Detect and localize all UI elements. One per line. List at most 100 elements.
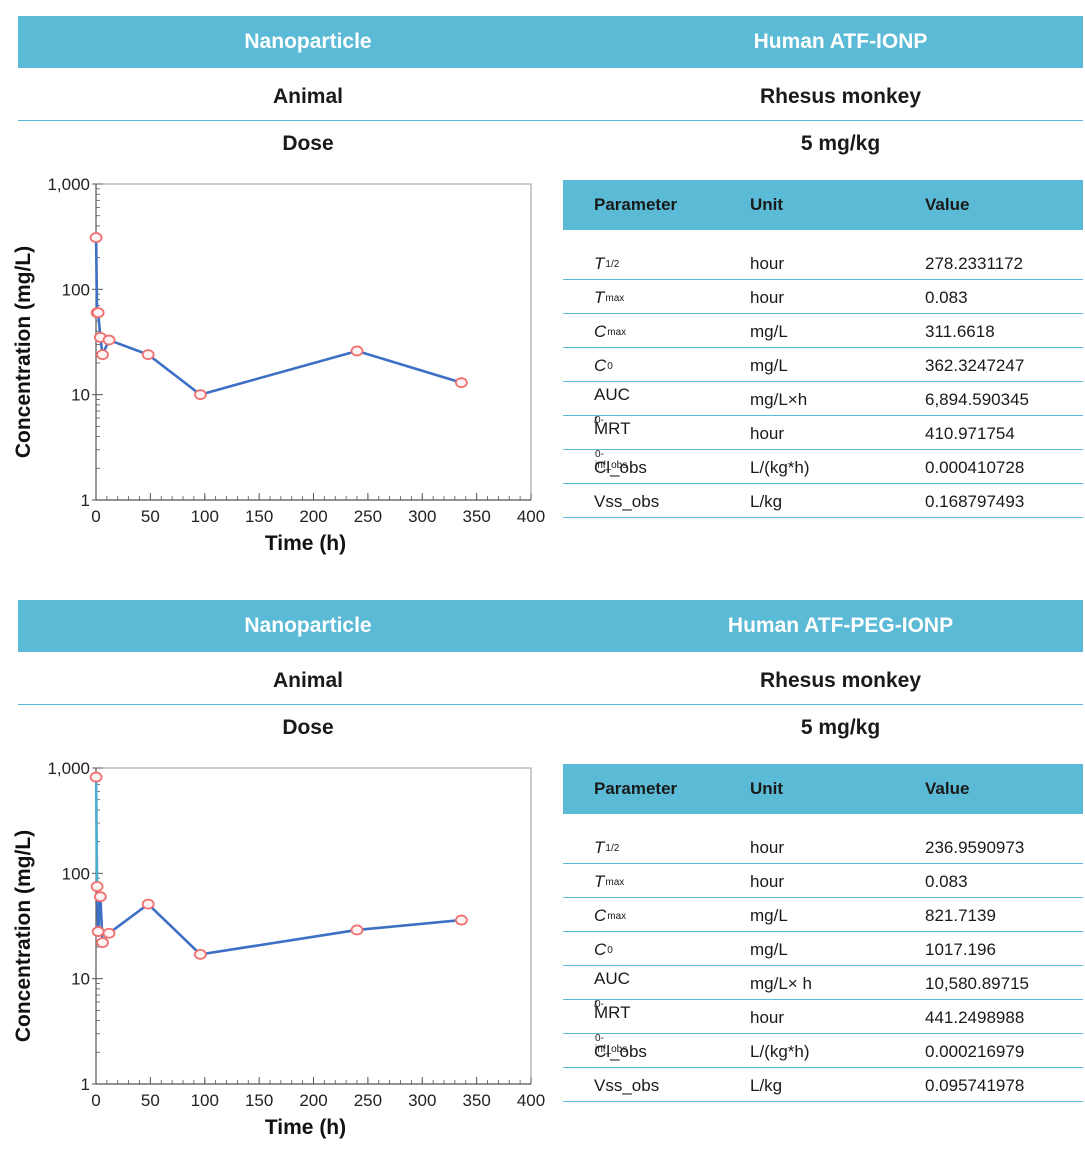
data-point	[96, 937, 109, 948]
parameter-value: 0.095741978	[925, 1076, 1025, 1095]
x-tick-label: 150	[245, 1091, 273, 1110]
y-tick-label: 1,000	[47, 759, 90, 778]
x-tick-label: 100	[191, 1091, 219, 1110]
series-line-segment	[355, 349, 463, 384]
data-point	[350, 345, 364, 357]
x-tick-label: 350	[462, 1091, 490, 1110]
column-header-value: Value	[925, 779, 970, 798]
parameter-unit: L/kg	[750, 1076, 783, 1095]
pk-parameter-table: Parameter Unit Value T 1/2 hour 278.23311…	[563, 180, 1083, 518]
parameter-unit: L/kg	[750, 492, 783, 511]
x-tick-label: 0	[91, 1091, 100, 1110]
x-tick-label: 350	[462, 507, 490, 526]
header-nanoparticle-value: Human ATF-IONP	[753, 30, 928, 53]
series-line-segment	[107, 902, 150, 935]
x-axis-title: Time (h)	[265, 1116, 346, 1139]
animal-label: Animal	[272, 669, 343, 692]
column-header-parameter: Parameter	[594, 779, 678, 798]
table-header-row: Parameter Unit Value	[563, 180, 1083, 230]
parameter-value: 236.9590973	[925, 838, 1025, 857]
parameter-value: 311.6618	[925, 322, 995, 341]
x-tick-label: 50	[141, 507, 160, 526]
parameter-name: T 1/2	[594, 838, 620, 857]
x-tick-label: 250	[354, 507, 382, 526]
table-row: T 1/2 hour 236.9590973	[563, 814, 1083, 864]
parameter-unit: mg/L	[750, 356, 788, 375]
table-row: Cl_obs L/(kg*h) 0.000410728	[563, 450, 1083, 484]
header-nanoparticle-value: Human ATF-PEG-IONP	[727, 614, 954, 637]
x-tick-label: 0	[91, 507, 100, 526]
dose-value: 5 mg/kg	[800, 132, 881, 155]
table-row: Vss_obs L/kg 0.095741978	[563, 1068, 1083, 1102]
y-tick-label: 10	[71, 386, 90, 405]
parameter-unit: hour	[750, 288, 785, 307]
series-line-segment	[199, 928, 359, 956]
data-point	[91, 926, 105, 937]
plot-frame	[95, 767, 532, 1085]
table-row: AUC 0- t mg/L× h 10,580.89715	[563, 966, 1083, 1010]
parameter-unit: mg/L	[750, 940, 788, 959]
dose-value: 5 mg/kg	[800, 716, 881, 739]
parameter-value: 6,894.590345	[925, 390, 1029, 409]
y-axis-title: Concentration (mg/L)	[12, 246, 35, 458]
data-point	[193, 389, 207, 401]
parameter-unit: hour	[750, 1008, 785, 1027]
header-bar	[18, 16, 1083, 68]
dose-label: Dose	[282, 132, 334, 155]
parameter-value: 441.2498988	[925, 1008, 1025, 1027]
table-row: MRT 0-inf_obs hour 410.971754	[563, 416, 1083, 471]
y-axis-title: Concentration (mg/L)	[12, 830, 35, 1042]
data-point	[141, 898, 155, 910]
header-nanoparticle-label: Nanoparticle	[244, 30, 372, 53]
parameter-unit: hour	[750, 838, 785, 857]
x-tick-label: 400	[517, 507, 545, 526]
y-tick-label: 100	[62, 864, 90, 883]
parameter-value: 410.971754	[925, 424, 1015, 443]
parameter-value: 1017.196	[925, 940, 996, 959]
parameter-unit: hour	[750, 424, 785, 443]
animal-label: Animal	[272, 85, 343, 108]
concentration-time-chart: 1 10 100 1,000 0 50 100 150 200 250 300 350 400 Time …	[12, 175, 545, 555]
x-tick-label: 250	[354, 1091, 382, 1110]
series-line-segment	[94, 775, 99, 888]
parameter-value: 10,580.89715	[925, 974, 1029, 993]
parameter-unit: mg/L×h	[750, 390, 808, 409]
column-header-unit: Unit	[750, 779, 784, 798]
data-point	[454, 914, 468, 926]
row-divider	[18, 704, 1083, 705]
series-line-segment	[355, 918, 463, 932]
x-tick-label: 300	[408, 1091, 436, 1110]
data-point	[193, 948, 207, 960]
data-point	[89, 771, 103, 783]
header-nanoparticle-label: Nanoparticle	[244, 614, 372, 637]
series-line-segment	[199, 349, 359, 396]
x-tick-label: 150	[245, 507, 273, 526]
parameter-name: T 1/2	[594, 254, 620, 273]
header-bar	[18, 600, 1083, 652]
parameter-unit: L/(kg*h)	[750, 1042, 810, 1061]
parameter-unit: mg/L	[750, 322, 788, 341]
animal-value: Rhesus monkey	[759, 669, 922, 692]
table-row: Vss_obs L/kg 0.168797493	[563, 484, 1083, 518]
parameter-unit: hour	[750, 872, 785, 891]
data-point	[93, 891, 107, 903]
x-tick-label: 50	[141, 1091, 160, 1110]
series-line-segment	[146, 353, 202, 396]
parameter-value: 278.2331172	[925, 254, 1024, 273]
y-tick-label: 1,000	[47, 175, 90, 194]
parameter-name: Cl_obs	[594, 458, 647, 477]
y-tick-label: 1	[81, 1075, 90, 1094]
x-tick-label: 300	[408, 507, 436, 526]
data-point	[96, 349, 109, 361]
dose-label: Dose	[282, 716, 334, 739]
parameter-value: 0.000410728	[925, 458, 1025, 477]
